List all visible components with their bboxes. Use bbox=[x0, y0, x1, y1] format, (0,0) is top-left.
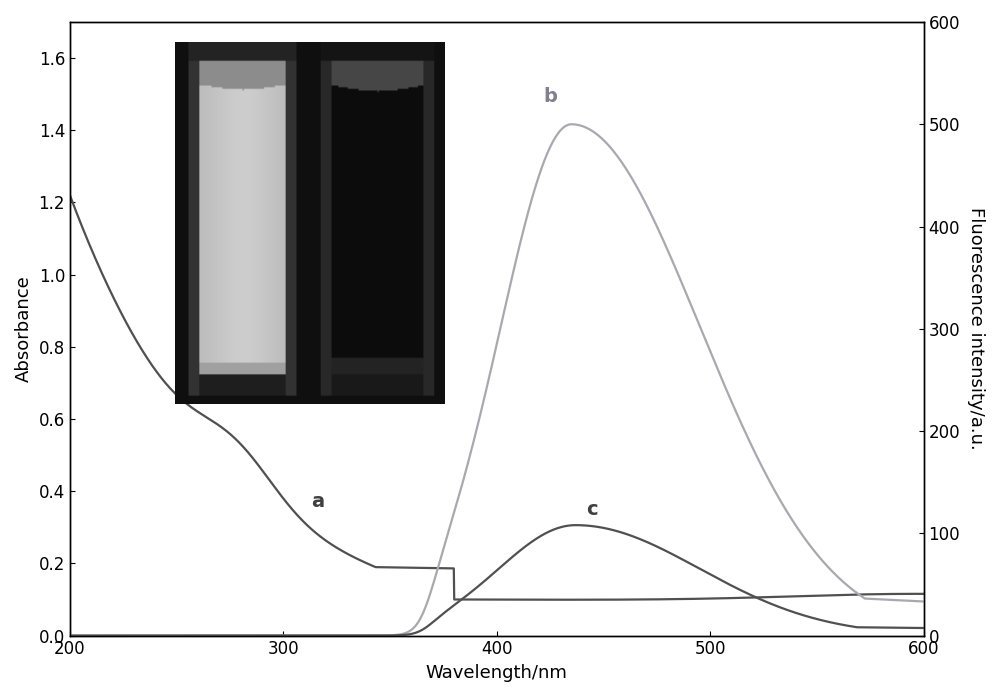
Text: b: b bbox=[544, 86, 558, 106]
Y-axis label: Fluorescence intensity/a.u.: Fluorescence intensity/a.u. bbox=[967, 208, 985, 450]
Y-axis label: Absorbance: Absorbance bbox=[15, 275, 33, 382]
Text: c: c bbox=[586, 500, 598, 519]
Text: a: a bbox=[311, 493, 324, 512]
X-axis label: Wavelength/nm: Wavelength/nm bbox=[426, 664, 568, 682]
